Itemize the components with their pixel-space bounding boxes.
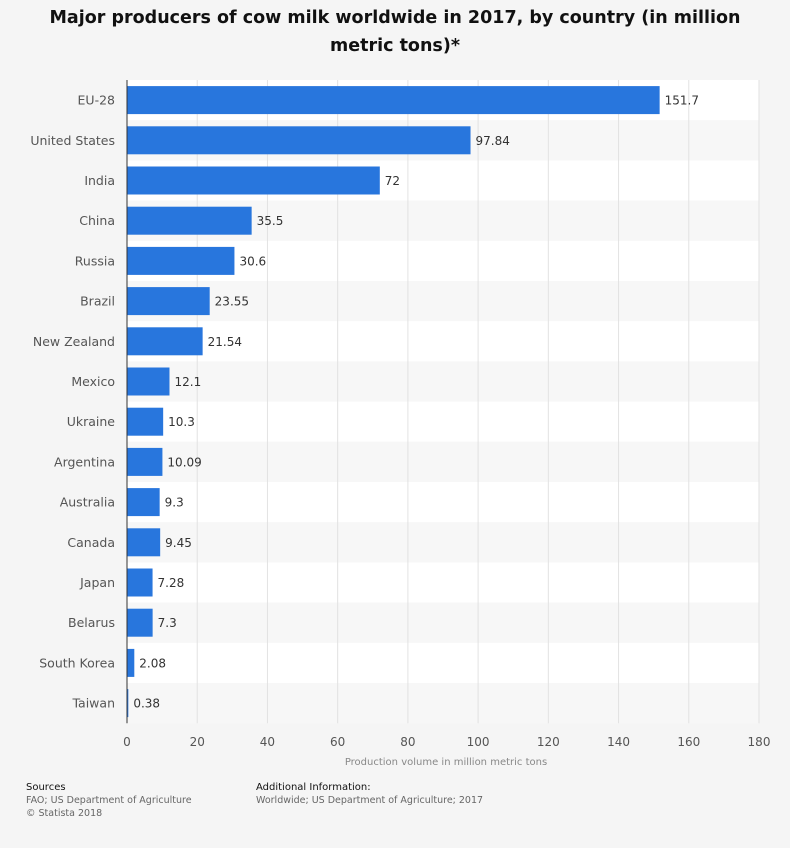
x-tick-label: 60 [330,735,345,749]
category-label: Brazil [80,294,115,309]
x-tick-label: 0 [123,735,131,749]
sources-line: FAO; US Department of Agriculture [26,795,192,806]
bar [127,488,160,517]
row-band [127,401,759,442]
bar [127,206,252,235]
bar [127,287,210,316]
x-tick-label: 20 [190,735,205,749]
chart-title: Major producers of cow milk worldwide in… [49,8,741,56]
row-band [127,281,759,322]
bar [127,528,161,557]
value-label: 30.6 [239,254,266,268]
bar [127,648,135,677]
value-label: 2.08 [139,656,166,670]
bar [127,246,235,275]
x-tick-label: 120 [537,735,560,749]
value-label: 10.09 [167,455,201,469]
row-band [127,482,759,523]
row-band [127,602,759,643]
value-label: 97.84 [476,134,510,148]
value-labels: 151.7 97.84 72 35.5 30.6 23.55 21.54 12.1 10.3 10… [133,94,699,711]
value-label: 10.3 [168,415,195,429]
row-band [127,562,759,603]
row-band [127,321,759,362]
bar [127,86,660,115]
value-label: 151.7 [665,94,699,108]
x-axis-ticks: 0 20 40 60 80 100 120 140 160 180 [123,735,770,749]
category-label: Mexico [71,374,115,389]
value-label: 21.54 [208,335,242,349]
bar-chart: EU-28 United States India China Russia Brazil… [30,80,770,768]
category-label: Argentina [54,454,115,469]
bar [127,608,153,637]
copyright-line: © Statista 2018 [26,808,103,819]
x-tick-label: 180 [748,735,771,749]
value-label: 0.38 [133,697,160,711]
bar [127,367,170,396]
category-label: India [84,173,115,188]
bar [127,689,129,718]
x-tick-label: 100 [467,735,490,749]
category-label: Japan [79,575,115,590]
additional-info-heading: Additional Information: [256,782,371,793]
value-label: 72 [385,174,400,188]
bar [127,407,164,436]
category-label: China [79,213,115,228]
category-label: EU-28 [78,93,116,108]
value-label: 9.45 [165,536,192,550]
footer-sources: Sources FAO; US Department of Agricultur… [26,781,192,820]
category-label: Belarus [68,615,115,630]
category-label: New Zealand [33,334,115,349]
category-label: South Korea [39,655,115,670]
category-label: Australia [60,495,115,510]
category-labels: EU-28 United States India China Russia Brazil… [30,93,115,711]
row-band [127,522,759,563]
row-band [127,642,759,683]
value-label: 7.3 [158,616,177,630]
value-label: 12.1 [174,375,201,389]
value-label: 9.3 [165,496,184,510]
category-label: Canada [67,535,115,550]
x-axis-label: Production volume in million metric tons [345,757,547,768]
category-label: Taiwan [71,696,115,711]
bar [127,568,153,597]
category-label: United States [30,133,115,148]
row-band [127,441,759,482]
bar [127,166,380,195]
row-band [127,361,759,402]
value-label: 7.28 [158,576,185,590]
bars [127,86,660,718]
x-tick-label: 80 [400,735,415,749]
bar [127,447,163,476]
value-label: 35.5 [257,214,284,228]
category-label: Russia [75,253,115,268]
value-label: 23.55 [215,295,249,309]
row-band [127,683,759,724]
sources-heading: Sources [26,782,66,793]
bar [127,126,471,155]
category-label: Ukraine [67,414,116,429]
bar [127,327,203,356]
additional-info-line: Worldwide; US Department of Agriculture;… [256,795,484,806]
x-tick-label: 40 [260,735,275,749]
x-tick-label: 160 [677,735,700,749]
x-tick-label: 140 [607,735,630,749]
footer-additional-info: Additional Information: Worldwide; US De… [256,781,483,807]
